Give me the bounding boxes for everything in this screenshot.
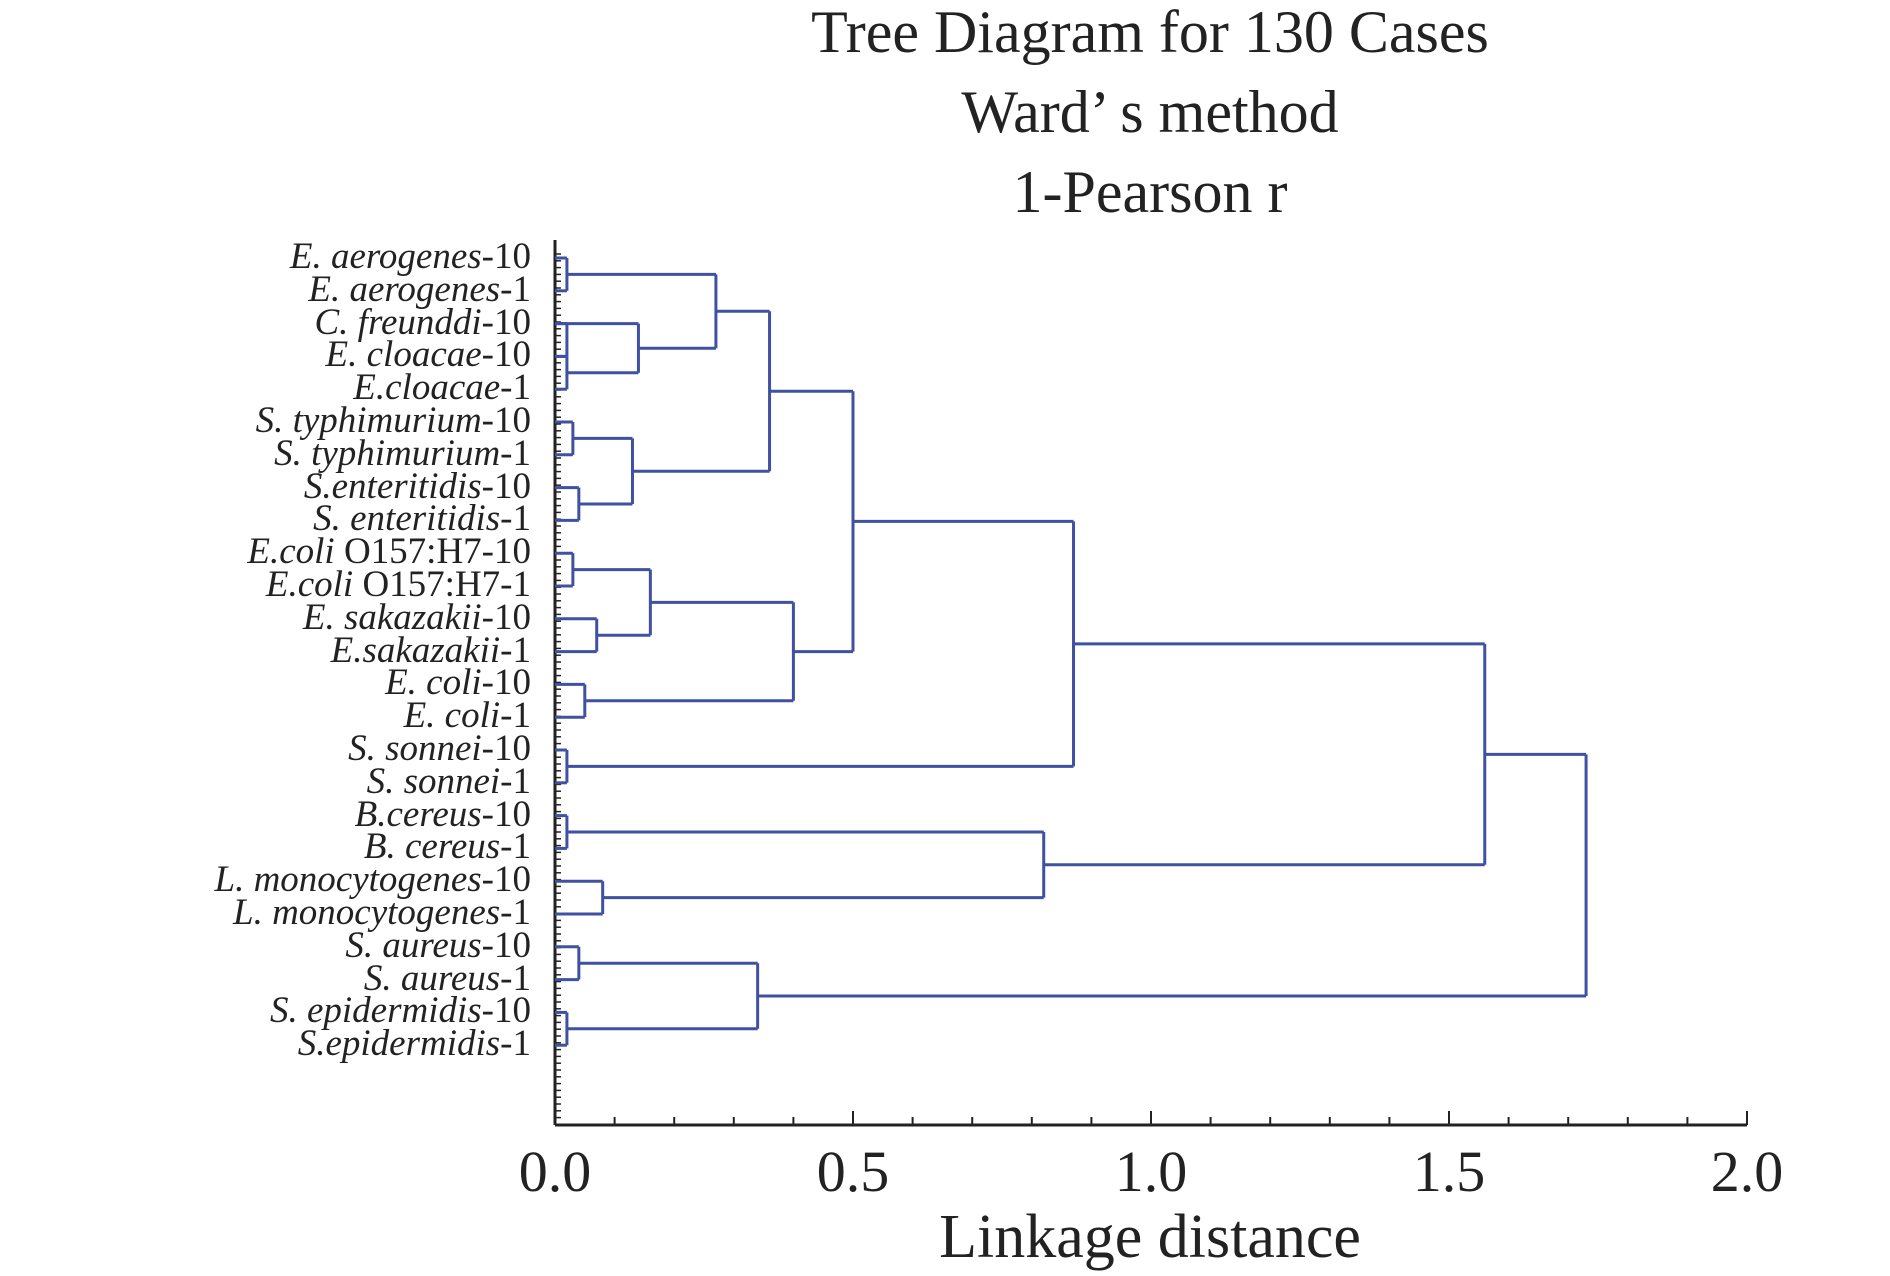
leaf-label: E. coli-10 — [385, 664, 531, 701]
leaf-label-suffix: -1 — [500, 432, 531, 474]
leaf-label-suffix: O157:H7-10 — [334, 531, 531, 573]
leaf-label-species: S.epidermidis — [297, 1023, 501, 1065]
leaf-label-species: E. aerogenes — [308, 268, 501, 310]
leaf-label: E. coli-1 — [404, 697, 531, 734]
leaf-label-suffix: O157:H7-1 — [353, 564, 531, 605]
leaf-label: S. enteritidis-1 — [313, 500, 531, 537]
leaf-label-suffix: -10 — [481, 400, 531, 441]
leaf-label-suffix: -1 — [500, 826, 531, 868]
leaf-label: E.coli O157:H7-1 — [266, 566, 531, 603]
leaf-label: E. aerogenes-10 — [290, 238, 531, 275]
leaf-label-suffix: -1 — [500, 498, 531, 540]
leaf-label: S. sonnei-1 — [367, 763, 531, 800]
leaf-label-species: E.sakazakii — [330, 629, 501, 671]
x-tick-label: 1.0 — [1114, 1139, 1188, 1204]
leaf-label-species: E.coli — [265, 564, 354, 605]
leaf-label: E.sakazakii-1 — [331, 632, 531, 669]
leaf-label-species: E. coli — [403, 695, 501, 737]
leaf-label: S. aureus-10 — [345, 927, 531, 964]
leaf-label-species: B. cereus — [363, 826, 501, 868]
leaf-label-species: S. sonnei — [366, 760, 501, 802]
leaf-label-species: E.cloacae — [353, 367, 501, 409]
leaf-label: E. aerogenes-1 — [308, 271, 531, 308]
leaf-label-species: L. monocytogenes — [214, 859, 482, 901]
leaf-label: S. typhimurium-10 — [256, 402, 531, 439]
leaf-label: B.cereus-10 — [355, 796, 531, 833]
leaf-label-suffix: -10 — [481, 596, 531, 638]
leaf-label-suffix: -1 — [500, 629, 531, 671]
leaf-label: B. cereus-1 — [364, 828, 531, 865]
leaf-label: S.enteritidis-10 — [304, 468, 531, 505]
leaf-label: S.epidermidis-1 — [298, 1025, 531, 1062]
x-tick-label: 0.0 — [518, 1139, 592, 1204]
chart-subtitle-method: Ward’ s method — [961, 79, 1339, 145]
x-axis-title: Linkage distance — [939, 1203, 1361, 1271]
x-tick-label: 2.0 — [1710, 1139, 1784, 1204]
chart-subtitle-metric: 1-Pearson r — [1012, 159, 1288, 225]
leaf-label-suffix: -10 — [481, 662, 531, 704]
leaf-label-species: S. epidermidis — [269, 990, 482, 1032]
leaf-label: E.coli O157:H7-10 — [247, 533, 531, 570]
leaf-label: E. cloacae-10 — [326, 336, 531, 373]
leaf-label-suffix: -10 — [481, 793, 531, 835]
leaf-label-suffix: -1 — [500, 268, 531, 310]
x-tick-label: 1.5 — [1412, 1139, 1486, 1204]
leaf-label: L. monocytogenes-1 — [233, 894, 531, 931]
leaf-label-suffix: -10 — [481, 465, 531, 507]
leaf-label: S. aureus-1 — [364, 960, 531, 997]
leaf-label: E. sakazakii-10 — [303, 599, 531, 636]
leaf-label: S. typhimurium-1 — [274, 435, 531, 472]
leaf-label-species: S. typhimurium — [274, 432, 501, 474]
leaf-label: C. freunddi-10 — [314, 304, 531, 341]
leaf-label-suffix: -10 — [481, 236, 531, 277]
leaf-label-species: E. coli — [385, 662, 482, 704]
leaf-label: L. monocytogenes-10 — [215, 861, 532, 898]
leaf-label-suffix: -1 — [500, 892, 531, 933]
leaf-label-species: S. aureus — [363, 957, 501, 999]
leaf-label-species: B.cereus — [354, 793, 482, 835]
leaf-label-species: E. sakazakii — [302, 596, 482, 638]
leaf-label-species: C. freunddi — [314, 301, 482, 343]
leaf-label-suffix: -1 — [500, 695, 531, 737]
leaf-label-suffix: -10 — [481, 924, 531, 966]
leaf-label-species: E. aerogenes — [289, 236, 482, 277]
leaf-label: S. sonnei-10 — [348, 730, 531, 767]
leaf-label-species: L. monocytogenes — [233, 892, 501, 933]
leaf-label: S. epidermidis-10 — [270, 992, 531, 1029]
x-tick-label: 0.5 — [816, 1139, 890, 1204]
leaf-label-species: S. typhimurium — [255, 400, 482, 441]
leaf-label-species: E.coli — [247, 531, 335, 573]
leaf-label-suffix: -10 — [481, 859, 531, 901]
leaf-label-species: S.enteritidis — [303, 465, 482, 507]
leaf-label-suffix: -1 — [500, 957, 531, 999]
leaf-label-suffix: -10 — [481, 728, 531, 769]
leaf-label: E.cloacae-1 — [353, 369, 531, 406]
leaf-label-species: S. enteritidis — [313, 498, 501, 540]
chart-title: Tree Diagram for 130 Cases — [811, 0, 1489, 65]
leaf-label-suffix: -1 — [500, 1023, 531, 1065]
leaf-label-suffix: -10 — [481, 990, 531, 1032]
leaf-label-suffix: -1 — [500, 760, 531, 802]
leaf-label-species: S. sonnei — [348, 728, 482, 769]
leaf-label-species: E. cloacae — [325, 334, 482, 376]
leaf-label-suffix: -10 — [481, 301, 531, 343]
leaf-label-suffix: -1 — [500, 367, 531, 409]
leaf-label-species: S. aureus — [345, 924, 482, 966]
leaf-label-suffix: -10 — [481, 334, 531, 376]
